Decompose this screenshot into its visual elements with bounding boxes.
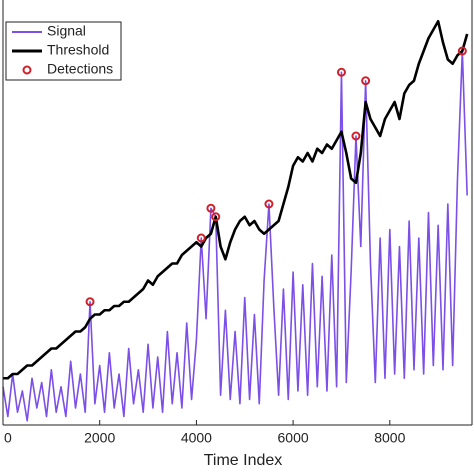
series-line bbox=[2, 50, 468, 422]
legend-label: Detections bbox=[47, 61, 113, 77]
legend: Signal Threshold Detections bbox=[5, 21, 122, 81]
legend-label: Signal bbox=[47, 23, 86, 39]
detection-marker bbox=[264, 199, 274, 209]
x-axis-label: Time Index bbox=[204, 452, 283, 469]
detection-marker bbox=[196, 233, 206, 243]
detection-marker bbox=[85, 297, 95, 307]
legend-label: Threshold bbox=[47, 42, 109, 58]
detection-marker bbox=[206, 203, 216, 213]
x-tick-label: 4000 bbox=[181, 430, 212, 446]
x-tick-label: 8000 bbox=[374, 430, 405, 446]
detection-marker bbox=[351, 131, 361, 141]
series-line bbox=[3, 19, 469, 380]
x-tick-label: 6000 bbox=[278, 430, 309, 446]
x-tick-label: 2000 bbox=[84, 430, 115, 446]
detection-marker bbox=[457, 46, 467, 56]
legend-swatch bbox=[22, 65, 32, 75]
detection-marker bbox=[336, 67, 346, 77]
x-tick-label: 0 bbox=[4, 430, 12, 446]
detection-marker bbox=[361, 76, 371, 86]
detection-marker bbox=[211, 212, 221, 222]
